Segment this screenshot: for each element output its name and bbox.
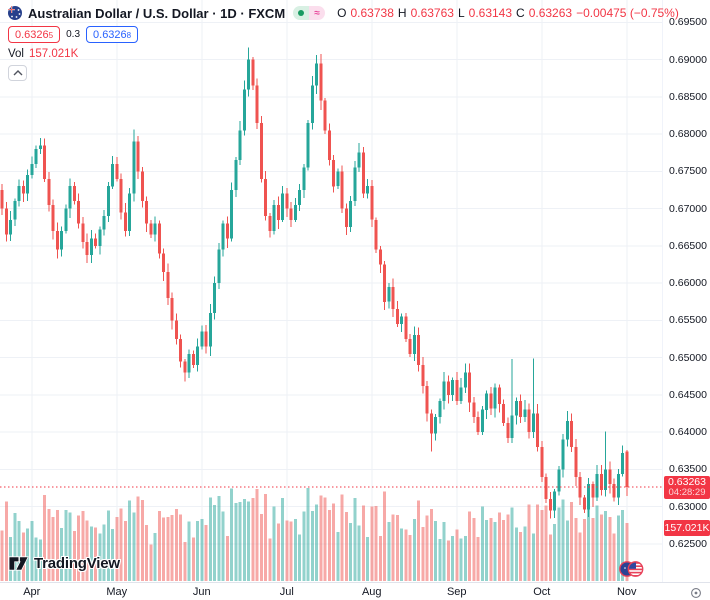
chart-pane[interactable]: Australian Dollar / U.S. Dollar · 1D · F… [0, 0, 679, 583]
spread-value: 0.3 [66, 29, 81, 40]
open-value: 0.63738 [350, 6, 394, 20]
close-value: 0.63263 [528, 6, 573, 20]
tradingview-logo[interactable]: TradingView [8, 554, 120, 573]
time-scale-label-oct: Oct [533, 585, 551, 598]
candles-layer [0, 47, 629, 519]
open-label: O [337, 6, 347, 20]
high-value: 0.63763 [410, 6, 454, 20]
volume-badge: 157.021K [664, 520, 710, 536]
price-scale-label: 0.68500 [669, 90, 707, 103]
last-price-value: 0.63263 [668, 475, 706, 488]
symbol-row: Australian Dollar / U.S. Dollar · 1D · F… [8, 4, 679, 22]
price-scale-label: 0.67000 [669, 202, 707, 215]
collapse-legend-button[interactable] [8, 65, 27, 81]
time-scale-label-may: May [106, 585, 128, 598]
candlestick-chart[interactable] [0, 0, 662, 582]
price-scale-label: 0.67500 [669, 165, 707, 178]
low-label: L [457, 6, 465, 20]
close-label: C [516, 6, 525, 20]
time-scale-label-jun: Jun [192, 585, 211, 598]
time-scale-label-jul: Jul [279, 585, 294, 598]
market-open-dot-icon [293, 6, 310, 20]
au-flag-icon [8, 6, 22, 20]
volume-layer [0, 487, 629, 581]
price-scale-label: 0.63500 [669, 463, 707, 476]
price-scale-label: 0.64500 [669, 388, 707, 401]
volume-indicator-label[interactable]: Vol [8, 48, 24, 60]
price-scale-label: 0.62500 [669, 537, 707, 550]
price-scale-label: 0.63000 [669, 500, 707, 513]
pair-flags-icon [619, 560, 644, 583]
price-scale-label: 0.65500 [669, 314, 707, 327]
last-price-badge: 0.63263 04:28:29 [664, 475, 710, 499]
price-scale-label: 0.68000 [669, 128, 707, 141]
symbol-title[interactable]: Australian Dollar / U.S. Dollar · 1D · F… [28, 5, 286, 21]
scale-settings-icon[interactable] [690, 586, 702, 598]
low-value: 0.63143 [468, 6, 513, 20]
change-value: −0.00475 (−0.75%) [576, 6, 679, 20]
price-scale[interactable]: 0.63263 04:28:29 157.021K 0.69500 0.69000… [662, 0, 710, 582]
ohlc-values: O 0.63738 H 0.63763 L 0.63143 C 0.63263 −0.0… [337, 6, 679, 20]
volume-indicator-value: 157.021K [29, 48, 79, 60]
tradingview-wordmark: TradingView [34, 555, 120, 572]
legend: Australian Dollar / U.S. Dollar · 1D · F… [8, 4, 679, 81]
buy-button[interactable]: 0.6326 8 [86, 26, 139, 43]
market-status-pill[interactable]: ≈ [293, 6, 326, 20]
chevron-up-icon [13, 70, 22, 76]
price-scale-label: 0.64000 [669, 426, 707, 439]
bar-countdown: 04:28:29 [668, 486, 706, 498]
time-scale[interactable]: Apr May Jun Jul Aug Sep Oct Nov [0, 582, 710, 600]
price-scale-label: 0.65000 [669, 351, 707, 364]
price-scale-label: 0.69500 [669, 16, 707, 29]
quote-row: 0.6326 5 0.3 0.6326 8 [8, 26, 679, 43]
time-scale-label-apr: Apr [23, 585, 41, 598]
sell-button[interactable]: 0.6326 5 [8, 26, 61, 43]
delayed-data-icon: ≈ [309, 6, 326, 20]
time-scale-label-aug: Aug [361, 585, 382, 598]
price-scale-label: 0.66000 [669, 277, 707, 290]
grid-layer [0, 0, 662, 582]
tradingview-logo-icon [8, 556, 29, 571]
volume-row: Vol 157.021K [8, 48, 679, 60]
time-scale-label-sep: Sep [446, 585, 467, 598]
price-scale-label: 0.66500 [669, 239, 707, 252]
price-scale-label: 0.69000 [669, 53, 707, 66]
high-label: H [397, 6, 407, 20]
time-scale-label-nov: Nov [616, 585, 637, 598]
